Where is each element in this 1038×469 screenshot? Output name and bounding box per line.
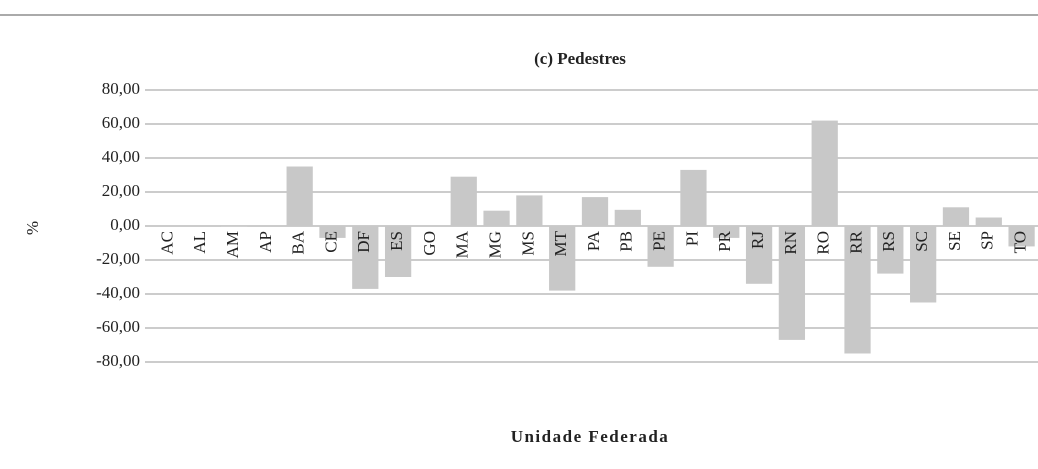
x-tick-label: TO — [1010, 231, 1029, 253]
x-tick-label: PI — [682, 231, 701, 246]
bar — [1008, 226, 1035, 247]
y-tick-label: 80,00 — [102, 79, 140, 98]
bar — [745, 226, 773, 284]
x-tick-label: RR — [846, 230, 865, 253]
x-tick-label: MT — [551, 230, 570, 256]
bar — [483, 210, 510, 226]
x-tick-label: RN — [781, 231, 800, 255]
bar — [910, 226, 937, 303]
y-axis-label: % — [23, 221, 42, 235]
chart-title: (c) Pedestres — [534, 49, 626, 68]
x-tick-label: AP — [256, 231, 275, 253]
x-tick-label: AL — [190, 231, 209, 254]
bar — [811, 120, 838, 226]
x-tick-label: RO — [814, 231, 833, 255]
bar — [877, 226, 904, 274]
y-tick-label: -20,00 — [96, 249, 140, 268]
y-tick-label: 0,00 — [110, 215, 140, 234]
bar — [680, 169, 707, 226]
x-axis-label: Unidade Federada — [511, 427, 670, 446]
bar — [549, 226, 576, 291]
bar — [220, 226, 248, 227]
x-tick-label: PB — [617, 231, 636, 252]
x-tick-label: SP — [978, 231, 997, 250]
x-tick-label: MG — [485, 231, 504, 258]
x-tick-label: BA — [289, 230, 308, 254]
y-tick-label: 60,00 — [102, 113, 140, 132]
x-tick-label: MS — [518, 231, 537, 256]
bar — [450, 176, 477, 226]
x-tick-label: ES — [387, 231, 406, 251]
x-tick-label: AC — [157, 231, 176, 255]
x-tick-label: PA — [584, 230, 603, 251]
bar — [286, 166, 313, 226]
bar — [975, 217, 1002, 226]
x-tick-label: PR — [715, 230, 734, 251]
x-tick-label: SC — [912, 231, 931, 252]
x-tick-label: DF — [354, 231, 373, 253]
bar — [647, 226, 674, 267]
bar — [516, 195, 543, 226]
x-tick-label: MA — [453, 230, 472, 258]
bar — [581, 197, 609, 226]
x-tick-label: SE — [945, 231, 964, 251]
bar — [614, 209, 641, 226]
bar — [778, 226, 806, 340]
y-tick-label: 20,00 — [102, 181, 140, 200]
x-tick-label: RJ — [748, 231, 767, 249]
y-tick-label: 40,00 — [102, 147, 140, 166]
y-tick-label: -40,00 — [96, 283, 140, 302]
y-tick-label: -80,00 — [96, 351, 140, 370]
x-tick-label: GO — [420, 231, 439, 256]
bar — [352, 226, 379, 289]
bar — [844, 226, 871, 354]
y-tick-label: -60,00 — [96, 317, 140, 336]
x-tick-label: RS — [879, 231, 898, 252]
bar — [942, 207, 970, 226]
x-tick-label: PE — [650, 231, 669, 251]
bar — [319, 226, 346, 238]
bar — [713, 226, 740, 238]
x-tick-label: AM — [223, 231, 242, 258]
x-tick-label: CE — [321, 231, 340, 253]
bar — [384, 226, 412, 277]
